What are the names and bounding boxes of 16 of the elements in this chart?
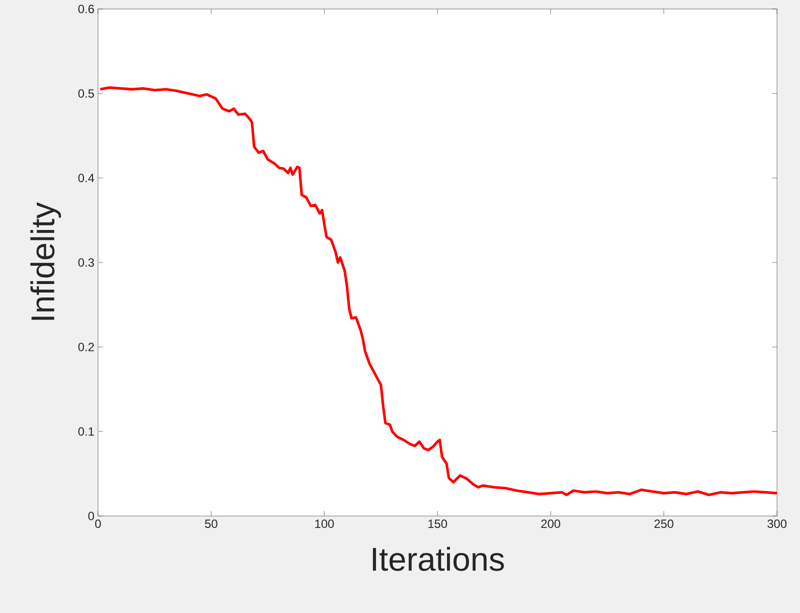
y-tick-label: 0.2 (78, 342, 94, 352)
y-tick-label: 0.4 (78, 174, 94, 182)
y-tick-label: 0 (88, 512, 94, 520)
x-tick-label: 150 (428, 520, 448, 528)
x-tick-label: 0 (95, 520, 101, 528)
x-tick-label: 250 (654, 520, 674, 528)
y-tick-label: 0.6 (78, 4, 94, 14)
x-tick-label: 200 (541, 520, 560, 528)
y-tick-label: 0.3 (78, 258, 94, 267)
x-axis-title: Iterations (372, 546, 504, 571)
x-tick-label: 50 (205, 520, 218, 528)
x-tick-label: 300 (767, 520, 787, 528)
x-tick-label: 100 (315, 520, 334, 528)
y-tick-label: 0.1 (78, 427, 94, 436)
y-axis-title: Infidelity (30, 202, 62, 320)
y-tick-label: 0.5 (78, 89, 94, 98)
